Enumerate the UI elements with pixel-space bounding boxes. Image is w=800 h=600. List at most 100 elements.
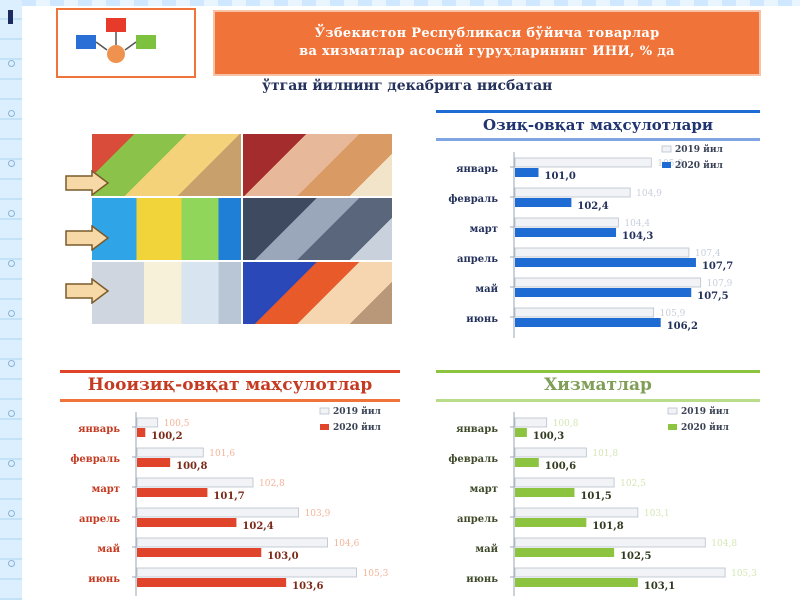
- strip-dot: [8, 310, 15, 317]
- category-label: январь: [78, 424, 120, 435]
- data-label-2019: 104,8: [711, 539, 737, 549]
- bar-2020: [515, 168, 539, 177]
- category-label: апрель: [457, 254, 498, 265]
- data-label-2020: 102,4: [577, 201, 608, 212]
- bar-2020: [515, 488, 575, 497]
- data-label-2019: 100,5: [164, 419, 190, 429]
- category-label: март: [92, 484, 120, 495]
- data-label-2020: 106,2: [667, 321, 698, 332]
- bar-2020: [515, 318, 661, 327]
- strip-dot: [8, 210, 15, 217]
- bar-2019: [514, 157, 652, 168]
- top-decorative-strip: [22, 0, 800, 6]
- data-label-2019: 105,9: [660, 309, 686, 319]
- data-label-2019: 104,4: [624, 219, 650, 229]
- legend-swatch-2020: [662, 162, 671, 168]
- data-label-2019: 101,6: [209, 449, 235, 459]
- data-label-2020: 103,1: [644, 581, 675, 592]
- bar-2019: [136, 477, 254, 488]
- nonfood-title-rule: [60, 370, 400, 373]
- bar-2019: [514, 477, 615, 488]
- data-label-2020: 103,0: [267, 551, 298, 562]
- data-label-2020: 104,3: [622, 231, 653, 242]
- bar-2019: [136, 417, 159, 428]
- nonfood-chart-title: Нооизиқ-овқат маҳсулотлар: [87, 375, 373, 395]
- bar-2020: [137, 548, 262, 557]
- header-banner: Ўзбекистон Республикаси бўйича товарлар …: [213, 10, 761, 76]
- bar-2020: [515, 458, 539, 467]
- page-title-line1: Ўзбекистон Республикаси бўйича товарлар: [314, 26, 660, 41]
- strip-dot: [8, 510, 15, 517]
- data-label-2019: 100,8: [553, 419, 579, 429]
- household-goods-photo: [92, 198, 241, 260]
- legend-label-2019: 2019 йил: [675, 144, 724, 155]
- data-label-2019: 102,8: [259, 479, 285, 489]
- category-label: февраль: [448, 454, 498, 465]
- bar-2019: [514, 307, 655, 318]
- category-label: март: [470, 484, 498, 495]
- product-photo-collage: [92, 134, 392, 324]
- services-price-index-chart: январь 100,8 100,3 февраль 101,8 100,6 март 102…: [448, 406, 757, 596]
- bar-2020: [515, 428, 527, 437]
- strip-dot: [8, 60, 15, 67]
- arrow-right-icon: [65, 278, 110, 304]
- data-label-2019: 105,3: [731, 569, 757, 579]
- bar-2019: [514, 217, 619, 228]
- bar-2020: [137, 578, 287, 587]
- strip-dot: [8, 410, 15, 417]
- data-label-2019: 107,4: [695, 249, 721, 259]
- bar-2019: [514, 247, 690, 258]
- category-label: январь: [456, 164, 498, 175]
- arrow-right-icon: [65, 225, 110, 251]
- legend-swatch-2019: [319, 407, 330, 415]
- gas-flame-photo: [243, 262, 392, 324]
- data-label-2020: 101,5: [580, 491, 611, 502]
- services-title-rule-bottom: [436, 399, 760, 402]
- strip-dot: [8, 260, 15, 267]
- services-title-rule: [436, 370, 760, 373]
- data-label-2020: 103,6: [292, 581, 323, 592]
- food-chart-title: Озиқ-овқат маҳсулотлари: [483, 116, 713, 134]
- nonfood-title-rule-bottom: [60, 399, 400, 402]
- food-title-rule-bottom: [436, 138, 760, 141]
- bar-2019: [136, 537, 328, 548]
- bar-2019: [514, 507, 639, 518]
- data-label-2019: 102,5: [620, 479, 646, 489]
- slide-marker: [8, 10, 13, 24]
- bar-2019: [136, 567, 357, 578]
- category-label: январь: [456, 424, 498, 435]
- page-title-line2: ва хизматлар асосий гуруҳларининг ИНИ, %…: [299, 44, 675, 59]
- data-label-2019: 104,6: [334, 539, 360, 549]
- legend-label-2019: 2019 йил: [681, 406, 730, 417]
- category-label: март: [470, 224, 498, 235]
- bar-2020: [515, 198, 572, 207]
- bar-2020: [515, 228, 617, 237]
- bar-2019: [136, 507, 299, 518]
- bar-2020: [515, 578, 638, 587]
- legend-label-2020: 2020 йил: [681, 422, 730, 433]
- data-label-2020: 107,7: [702, 261, 733, 272]
- bar-2019: [514, 417, 548, 428]
- legend-swatch-2020: [668, 424, 677, 430]
- bar-2020: [515, 288, 692, 297]
- data-label-2019: 103,1: [644, 509, 670, 519]
- bar-2020: [515, 548, 615, 557]
- data-label-2020: 100,8: [176, 461, 207, 472]
- category-label: май: [97, 544, 120, 555]
- food-title-rule: [436, 110, 760, 113]
- legend-swatch-2019: [667, 407, 678, 415]
- strip-dot: [8, 360, 15, 367]
- data-label-2020: 100,6: [545, 461, 576, 472]
- bar-2019: [136, 447, 204, 458]
- food-price-index-chart: январь105,8101,0февраль104,9102,4март104…: [448, 144, 733, 338]
- strip-dot: [8, 110, 15, 117]
- category-label: июнь: [466, 574, 498, 585]
- data-label-2020: 100,2: [151, 431, 182, 442]
- bar-2020: [137, 458, 171, 467]
- services-chart-title: Хизматлар: [544, 375, 652, 395]
- data-label-2020: 101,0: [545, 171, 576, 182]
- legend-label-2020: 2020 йил: [675, 160, 724, 171]
- data-label-2020: 101,7: [213, 491, 244, 502]
- meat-photo: [243, 134, 392, 196]
- bar-2019: [514, 447, 587, 458]
